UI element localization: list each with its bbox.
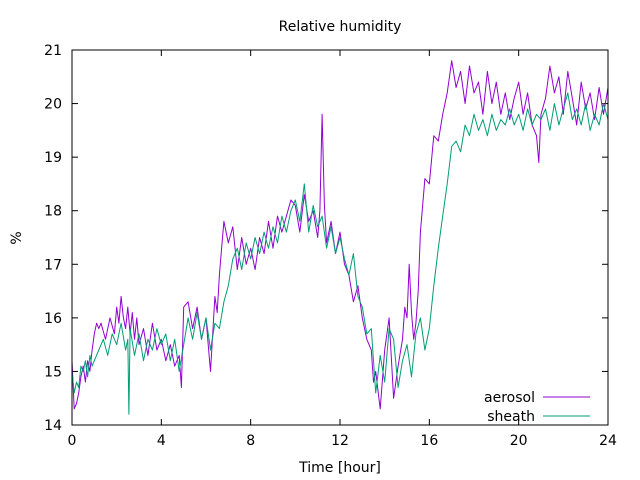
y-tick-label: 17: [44, 257, 62, 273]
x-tick-label: 20: [510, 433, 528, 449]
x-tick-label: 4: [157, 433, 166, 449]
chart-title: Relative humidity: [279, 19, 402, 35]
plot-frame: [71, 49, 609, 426]
series-line-aerosol: [71, 60, 609, 410]
legend: aerosol sheath: [484, 390, 590, 425]
y-tick-label: 21: [44, 43, 62, 59]
y-tick-label: 16: [44, 311, 62, 327]
y-axis-label: %: [9, 231, 25, 244]
y-tick-label: 18: [44, 204, 62, 220]
x-tick-label: 12: [331, 433, 349, 449]
series-line-sheath: [71, 92, 609, 415]
x-tick-label: 24: [599, 433, 617, 449]
x-tick-label: 0: [68, 433, 77, 449]
y-tick-label: 14: [44, 418, 62, 434]
y-tick-label: 19: [44, 150, 62, 166]
x-tick-label: 16: [420, 433, 438, 449]
series-layer: [71, 60, 609, 415]
legend-label-aerosol: aerosol: [484, 390, 535, 406]
legend-label-sheath: sheath: [487, 409, 535, 425]
y-tick-label: 15: [44, 364, 62, 380]
x-axis-label: Time [hour]: [298, 460, 381, 476]
axis-ticks: 0 4 8 12 16 20 24 14 15 16 17 18 19 20 21: [44, 43, 617, 449]
x-tick-label: 8: [246, 433, 255, 449]
y-tick-label: 20: [44, 97, 62, 113]
